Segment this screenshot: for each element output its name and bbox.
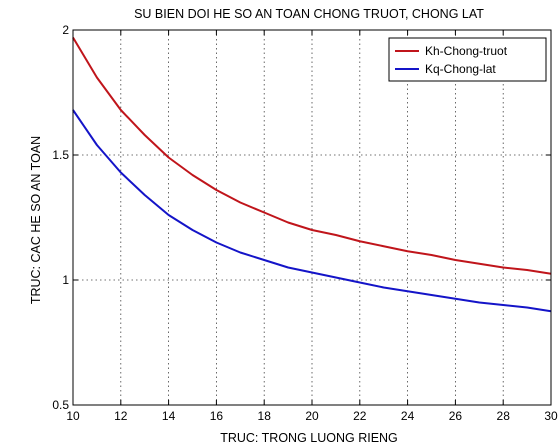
x-axis-label: TRUC: TRONG LUONG RIENG xyxy=(220,431,398,445)
x-tick-label: 12 xyxy=(114,409,128,423)
y-tick-label: 1 xyxy=(62,273,69,287)
x-axis-ticks: 10 12 14 16 18 20 22 24 26 28 30 xyxy=(66,30,558,423)
x-tick-label: 16 xyxy=(210,409,224,423)
y-tick-label: 2 xyxy=(62,23,69,37)
series-line-1 xyxy=(72,36,552,275)
x-tick-label: 14 xyxy=(162,409,176,423)
x-tick-label: 22 xyxy=(353,409,367,423)
x-tick-label: 10 xyxy=(66,409,80,423)
legend-label-1: Kh-Chong-truot xyxy=(425,44,508,58)
chart-title: SU BIEN DOI HE SO AN TOAN CHONG TRUOT, C… xyxy=(134,7,484,21)
y-tick-label: 1.5 xyxy=(52,148,69,162)
grid-lines xyxy=(73,30,551,405)
x-tick-label: 26 xyxy=(449,409,463,423)
x-tick-label: 30 xyxy=(544,409,558,423)
y-tick-label: 0.5 xyxy=(52,398,69,412)
series-lines xyxy=(72,36,552,313)
plot-area xyxy=(72,29,552,406)
series-line-2 xyxy=(72,109,552,313)
x-tick-label: 28 xyxy=(497,409,511,423)
y-axis-label: TRUC: CAC HE SO AN TOAN xyxy=(29,136,43,304)
legend-box xyxy=(388,37,547,82)
legend: Kh-Chong-truot Kq-Chong-lat xyxy=(388,37,547,82)
x-tick-label: 20 xyxy=(305,409,319,423)
x-tick-label: 18 xyxy=(258,409,272,423)
legend-label-2: Kq-Chong-lat xyxy=(425,62,496,76)
y-axis-ticks: 0.5 1 1.5 2 xyxy=(52,23,551,412)
x-tick-label: 24 xyxy=(401,409,415,423)
